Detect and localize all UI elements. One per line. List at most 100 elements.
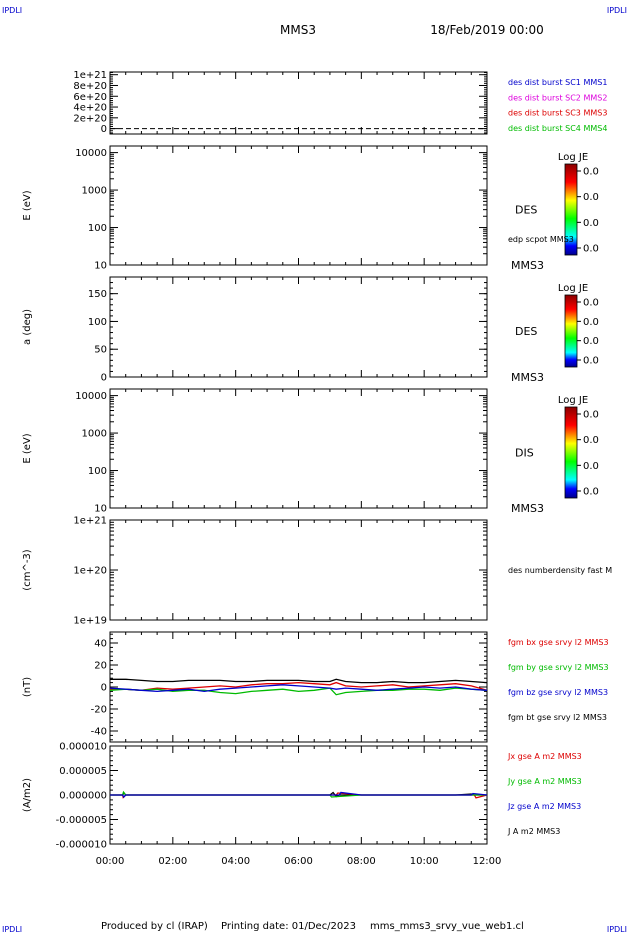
time-axis: 00:00 02:00 04:00 06:00 08:00 10:00 12:00 bbox=[96, 856, 502, 867]
legend-entry: fgm bz gse srvy l2 MMS3 bbox=[508, 688, 608, 697]
y-tick-label: 8e+20 bbox=[73, 81, 107, 92]
y-tick-label: 150 bbox=[88, 289, 107, 300]
colorbar-tick-label: 0.0 bbox=[583, 487, 599, 498]
y-tick-label: 6e+20 bbox=[73, 92, 107, 103]
y-tick-label: 0 bbox=[101, 683, 107, 694]
legend-entry: des numberdensity fast M bbox=[508, 566, 612, 575]
panel-p4: 10000 1000 100 10 E (eV) Log JE 0.0 0.0 0.0 0.0 DI… bbox=[22, 388, 599, 515]
panel-frame bbox=[109, 145, 488, 266]
series-line bbox=[110, 681, 488, 691]
legend-entry: fgm bt gse srvy l2 MMS3 bbox=[508, 713, 607, 722]
legend-entry: des dist burst SC1 MMS1 bbox=[508, 78, 607, 87]
y-tick-label: 2e+20 bbox=[73, 113, 107, 124]
panel-p3: 150 100 50 0 a (deg) Log JE 0.0 0.0 0.0 0.0 DES MMS… bbox=[22, 276, 599, 384]
y-tick-label: -0.000005 bbox=[56, 815, 107, 826]
y-tick-label: 1e+21 bbox=[73, 516, 107, 527]
panel-p6: 40 20 0 -20 -40 (nT) fgm bx gse srvy l2 MMS3 fg… bbox=[22, 631, 609, 743]
panel-p2: 10000 1000 100 10 E (eV) Log JE 0.0 0.0 0.0 0.0 DE… bbox=[22, 145, 599, 272]
time-tick-label: 12:00 bbox=[473, 856, 502, 867]
y-tick-label: 1e+21 bbox=[73, 70, 107, 81]
instrument-label: DIS bbox=[515, 447, 534, 460]
y-tick-label: 50 bbox=[94, 345, 107, 356]
colorbar-tick-label: 0.0 bbox=[583, 435, 599, 446]
y-tick-label: 10 bbox=[94, 504, 107, 515]
legend-entry: J A m2 MMS3 bbox=[507, 827, 560, 836]
spacecraft-title: MMS3 bbox=[280, 23, 316, 37]
legend-entry: fgm bx gse srvy l2 MMS3 bbox=[508, 638, 609, 647]
y-tick-label: 10 bbox=[94, 261, 107, 272]
series-line bbox=[109, 684, 488, 693]
colorbar-tick-label: 0.0 bbox=[583, 410, 599, 421]
y-tick-label: 4e+20 bbox=[73, 103, 107, 114]
panel-p7: 0.000010 0.000005 0.000000 -0.000005 -0.0000… bbox=[22, 742, 582, 851]
time-tick-label: 08:00 bbox=[347, 856, 376, 867]
colorbar-tick-label: 0.0 bbox=[583, 298, 599, 309]
colorbar bbox=[564, 294, 578, 368]
panel-frame bbox=[109, 519, 488, 621]
y-axis-label: (cm^-3) bbox=[22, 549, 33, 590]
panel-frame bbox=[109, 276, 488, 378]
corner-tag-top-left: IPDLI bbox=[2, 6, 22, 15]
y-tick-label: 1000 bbox=[82, 429, 107, 440]
corner-tag-bottom-left: IPDLI bbox=[2, 925, 22, 934]
legend-entry: Jz gse A m2 MMS3 bbox=[507, 802, 581, 811]
scpot-label: edp scpot MMS3 bbox=[508, 235, 574, 244]
panel-frame bbox=[109, 71, 488, 135]
panel-p5: 1e+21 1e+20 1e+19 (cm^-3) des numberdensity … bbox=[22, 516, 612, 627]
corner-tag-bottom-right: IPDLI bbox=[607, 925, 627, 934]
y-tick-label: -20 bbox=[91, 705, 107, 716]
time-tick-label: 06:00 bbox=[284, 856, 313, 867]
footer-printing-date: Printing date: 01/Dec/2023 bbox=[221, 921, 356, 932]
colorbar-title: Log JE bbox=[558, 283, 588, 294]
time-tick-label: 02:00 bbox=[158, 856, 187, 867]
time-tick-label: 00:00 bbox=[96, 856, 125, 867]
y-tick-label: 100 bbox=[88, 317, 107, 328]
colorbar-tick-label: 0.0 bbox=[583, 244, 599, 255]
y-axis-label: E (eV) bbox=[22, 433, 33, 463]
y-tick-label: 1000 bbox=[82, 186, 107, 197]
spacecraft-sublabel: MMS3 bbox=[511, 502, 544, 515]
corner-tag-top-right: IPDLI bbox=[607, 6, 627, 15]
date-title: 18/Feb/2019 00:00 bbox=[430, 23, 544, 37]
footer-filename: mms_mms3_srvy_vue_web1.cl bbox=[370, 921, 524, 932]
y-axis-label: a (deg) bbox=[22, 309, 33, 345]
legend-entry: des dist burst SC4 MMS4 bbox=[508, 124, 607, 133]
colorbar-tick-label: 0.0 bbox=[583, 218, 599, 229]
series-line bbox=[110, 678, 488, 684]
series-line bbox=[110, 791, 488, 799]
legend-entry: fgm by gse srvy l2 MMS3 bbox=[508, 663, 609, 672]
colorbar-tick-label: 0.0 bbox=[583, 317, 599, 328]
y-tick-label: 0.000005 bbox=[59, 766, 107, 777]
y-axis-label: (A/m2) bbox=[22, 778, 33, 812]
spacecraft-sublabel: MMS3 bbox=[511, 259, 544, 272]
colorbar-tick-label: 0.0 bbox=[583, 356, 599, 367]
y-tick-label: 0.000000 bbox=[59, 791, 107, 802]
y-tick-label: 100 bbox=[88, 223, 107, 234]
colorbar bbox=[564, 406, 578, 499]
y-tick-label: 0 bbox=[101, 373, 107, 384]
legend-entry: Jy gse A m2 MMS3 bbox=[507, 777, 582, 786]
colorbar-tick-label: 0.0 bbox=[583, 461, 599, 472]
y-axis-label: E (eV) bbox=[22, 190, 33, 220]
y-tick-label: 10000 bbox=[75, 391, 107, 402]
colorbar-title: Log JE bbox=[558, 152, 588, 163]
y-tick-label: -0.000010 bbox=[56, 840, 107, 851]
colorbar bbox=[564, 163, 578, 256]
legend-entry: des dist burst SC2 MMS2 bbox=[508, 93, 607, 102]
y-tick-label: 1e+19 bbox=[73, 616, 107, 627]
y-tick-label: -40 bbox=[91, 727, 107, 738]
footer-produced: Produced by cl (IRAP) bbox=[101, 921, 208, 932]
spacecraft-sublabel: MMS3 bbox=[511, 371, 544, 384]
instrument-label: DES bbox=[515, 204, 537, 217]
y-tick-label: 0.000010 bbox=[59, 742, 107, 753]
instrument-label: DES bbox=[515, 325, 537, 338]
colorbar-tick-label: 0.0 bbox=[583, 167, 599, 178]
panel-frame bbox=[109, 388, 488, 509]
y-tick-label: 20 bbox=[94, 661, 107, 672]
colorbar-tick-label: 0.0 bbox=[583, 336, 599, 347]
legend-entry: des dist burst SC3 MMS3 bbox=[508, 109, 607, 118]
y-tick-label: 100 bbox=[88, 466, 107, 477]
